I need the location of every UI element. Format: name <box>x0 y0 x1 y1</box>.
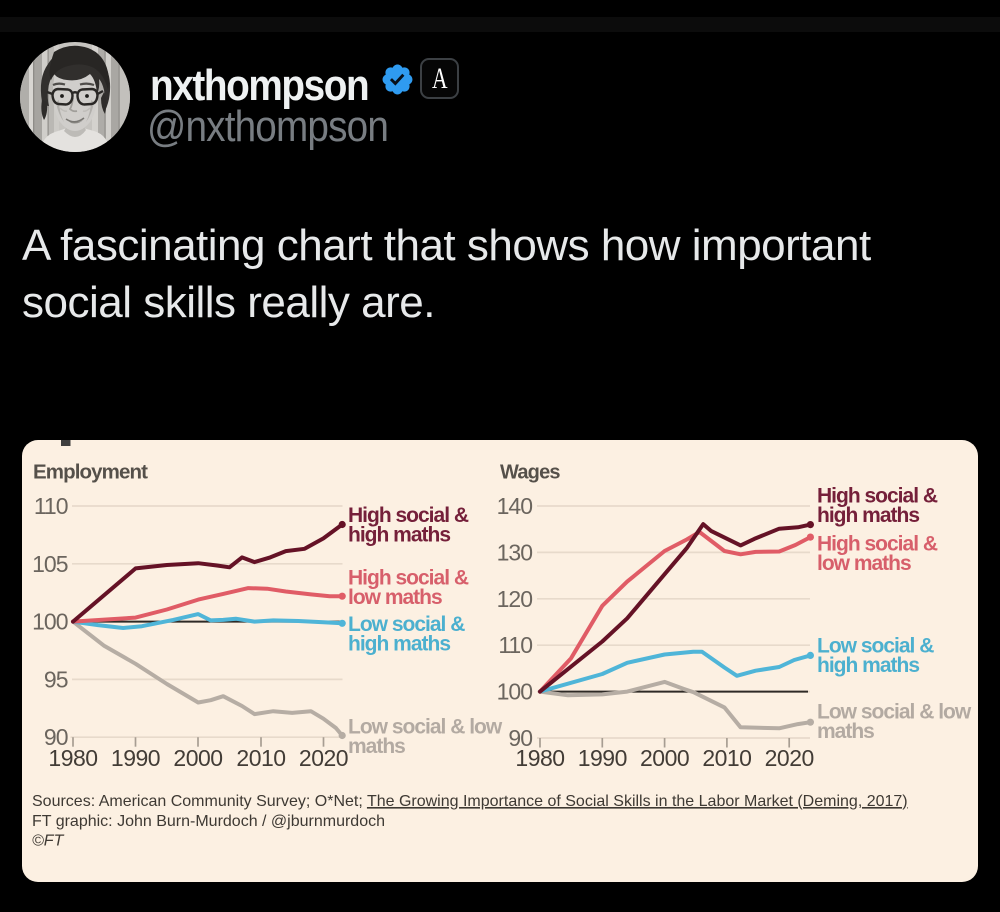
svg-text:low maths: low maths <box>817 552 911 575</box>
svg-text:110: 110 <box>34 493 68 519</box>
svg-text:FT graphic: John Burn-Murdoch: FT graphic: John Burn-Murdoch / @jburnmu… <box>32 813 385 830</box>
svg-text:90: 90 <box>44 724 68 750</box>
svg-text:low maths: low maths <box>348 586 442 609</box>
svg-text:©FT: ©FT <box>32 833 65 850</box>
svg-text:2000: 2000 <box>640 745 689 771</box>
svg-text:1980: 1980 <box>515 745 564 771</box>
svg-text:high maths: high maths <box>817 654 919 677</box>
svg-text:Low social & low: Low social & low <box>817 701 972 724</box>
svg-text:95: 95 <box>44 666 68 692</box>
svg-text:1990: 1990 <box>111 745 160 771</box>
svg-text:140: 140 <box>497 493 533 519</box>
svg-text:maths: maths <box>817 720 874 743</box>
svg-text:high maths: high maths <box>348 632 450 655</box>
svg-text:2020: 2020 <box>765 745 814 771</box>
svg-text:High social &: High social & <box>348 504 469 527</box>
svg-text:Wages: Wages <box>500 462 560 484</box>
svg-text:110: 110 <box>498 632 532 658</box>
svg-text:1990: 1990 <box>578 745 627 771</box>
svg-text:1980: 1980 <box>48 745 97 771</box>
svg-text:2010: 2010 <box>236 745 285 771</box>
svg-text:2000: 2000 <box>173 745 222 771</box>
svg-text:120: 120 <box>497 586 533 612</box>
svg-text:Low social &: Low social & <box>348 613 465 636</box>
svg-text:High social &: High social & <box>348 567 469 590</box>
svg-text:130: 130 <box>497 539 533 565</box>
svg-text:maths: maths <box>348 735 405 758</box>
svg-text:High social &: High social & <box>817 485 938 508</box>
svg-text:Sources: American Community Su: Sources: American Community Survey; O*Ne… <box>32 793 908 810</box>
svg-text:High social &: High social & <box>817 533 938 556</box>
svg-text:100: 100 <box>497 679 533 705</box>
svg-text:Employment: Employment <box>33 461 148 484</box>
svg-text:105: 105 <box>32 551 68 577</box>
svg-text:90: 90 <box>508 725 532 751</box>
svg-text:high maths: high maths <box>817 504 919 527</box>
svg-text:Low social & low: Low social & low <box>348 716 503 739</box>
svg-text:100: 100 <box>32 609 68 635</box>
svg-text:high maths: high maths <box>348 523 450 546</box>
svg-text:2020: 2020 <box>299 745 348 771</box>
svg-text:2010: 2010 <box>702 745 751 771</box>
svg-text:Low social &: Low social & <box>817 635 934 658</box>
